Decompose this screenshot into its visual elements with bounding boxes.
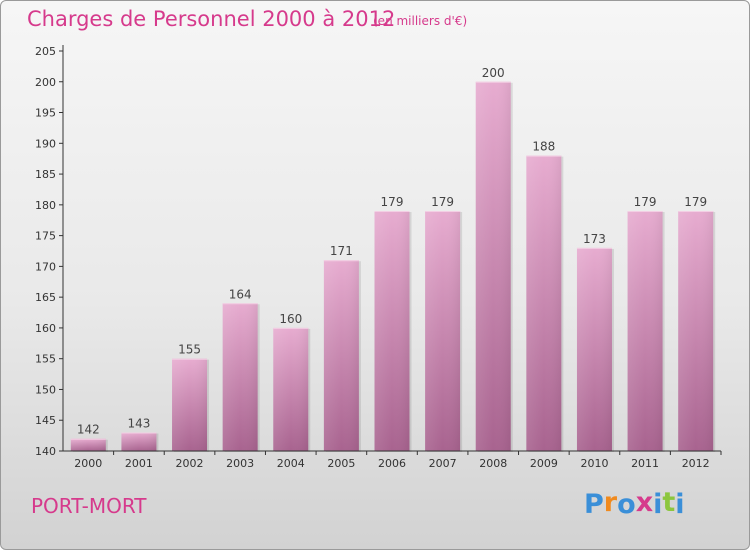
bar-shine [323, 260, 359, 451]
data-label-2001: 143 [127, 417, 150, 431]
logo-letter: o [617, 489, 636, 520]
x-tick-label-2011: 2011 [631, 457, 659, 470]
x-tick-label-2009: 2009 [530, 457, 558, 470]
bar-shine [475, 81, 511, 452]
x-tick-label-2000: 2000 [74, 457, 102, 470]
y-tick-label-205: 205 [35, 45, 56, 58]
bar-shine [172, 358, 208, 451]
data-label-2007: 179 [431, 195, 454, 209]
data-label-2006: 179 [381, 195, 404, 209]
y-tick-label-150: 150 [35, 383, 56, 396]
data-label-2008: 200 [482, 66, 505, 80]
logo-letter: r [603, 487, 618, 518]
data-label-2009: 188 [532, 140, 555, 154]
data-label-2003: 164 [229, 287, 252, 301]
bar-shine [678, 211, 714, 451]
bar-shine [222, 303, 258, 451]
bar-shine [374, 211, 410, 451]
y-tick-label-175: 175 [35, 230, 56, 243]
bar-shine [425, 211, 461, 451]
data-label-2011: 179 [634, 195, 657, 209]
bar-shine [121, 432, 157, 451]
x-tick-label-2005: 2005 [327, 457, 355, 470]
data-label-2010: 173 [583, 232, 606, 246]
chart-subtitle: (en milliers d'€) [373, 14, 468, 28]
bar-shine [627, 211, 663, 451]
logo-letter: i [653, 489, 663, 520]
y-tick-label-200: 200 [35, 76, 56, 89]
y-tick-label-170: 170 [35, 260, 56, 273]
logo-letter: x [635, 487, 654, 518]
x-tick-label-2004: 2004 [277, 457, 305, 470]
y-tick-label-155: 155 [35, 353, 56, 366]
data-label-2005: 171 [330, 244, 353, 258]
bar-shine [70, 438, 106, 451]
bar-shine [526, 155, 562, 451]
y-tick-label-195: 195 [35, 107, 56, 120]
bar-shine [273, 327, 309, 451]
logo-letter: i [675, 489, 685, 520]
data-label-2002: 155 [178, 343, 201, 357]
logo-letter: t [662, 487, 676, 518]
x-tick-label-2001: 2001 [125, 457, 153, 470]
y-tick-label-140: 140 [35, 445, 56, 458]
data-label-2004: 160 [279, 312, 302, 326]
x-tick-label-2002: 2002 [176, 457, 204, 470]
proxiti-logo: Proxiti [584, 487, 685, 520]
axis-layer: 2000 2001 2002 2003 2004 2005 2006 2007 2008 2009… [35, 45, 722, 470]
data-label-2012: 179 [684, 195, 707, 209]
x-tick-label-2007: 2007 [429, 457, 457, 470]
y-tick-label-165: 165 [35, 291, 56, 304]
x-tick-label-2010: 2010 [580, 457, 608, 470]
y-tick-label-190: 190 [35, 137, 56, 150]
bars-layer: 142 143 155 164 160 171 179 179 200 188 173 179 179 [70, 66, 716, 453]
y-tick-label-145: 145 [35, 414, 56, 427]
logo-letter: P [584, 489, 604, 520]
bar-shine [576, 247, 612, 451]
y-tick-label-180: 180 [35, 199, 56, 212]
x-tick-label-2006: 2006 [378, 457, 406, 470]
x-tick-label-2012: 2012 [682, 457, 710, 470]
commune-name: PORT-MORT [31, 494, 147, 518]
y-tick-label-160: 160 [35, 322, 56, 335]
data-label-2000: 142 [77, 423, 100, 437]
y-tick-label-185: 185 [35, 168, 56, 181]
chart-title: Charges de Personnel 2000 à 2012 [27, 7, 396, 31]
x-tick-label-2003: 2003 [226, 457, 254, 470]
x-tick-label-2008: 2008 [479, 457, 507, 470]
